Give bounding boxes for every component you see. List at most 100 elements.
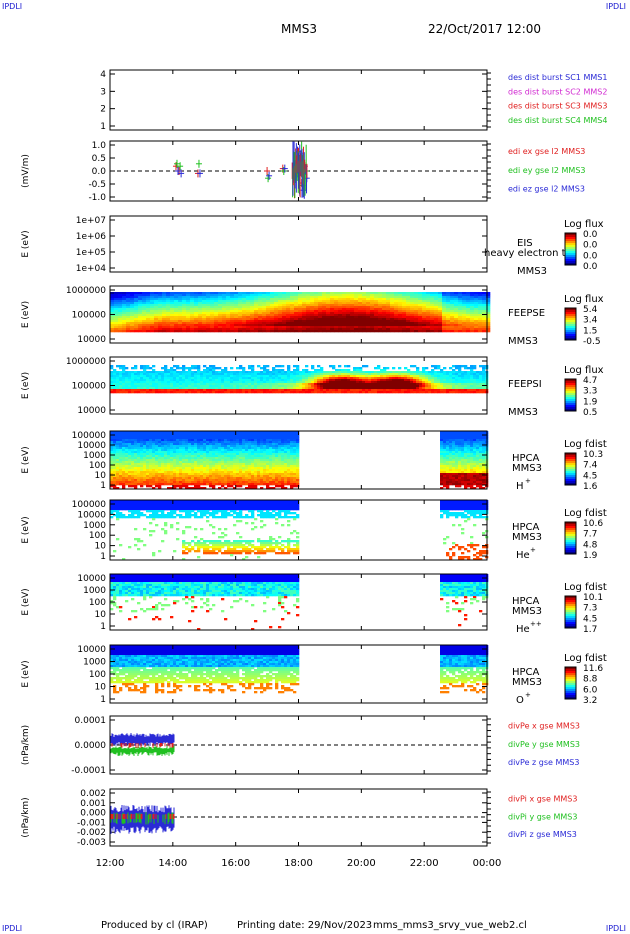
time-tick-label: 14:00 <box>158 858 187 869</box>
colorbar-cell-p5 <box>565 393 576 396</box>
colorbar-cell-p7 <box>565 530 576 533</box>
colorbar-cell-p5 <box>565 403 576 406</box>
colorbar-cell-p4 <box>565 316 576 319</box>
colorbar-cell-p3 <box>565 263 576 266</box>
feepse-spectrogram <box>110 292 491 333</box>
ytick-label-p11: 0.000 <box>80 809 106 819</box>
colorbar-cell-p9 <box>565 667 576 670</box>
colorbar-title-p8: Log fdist <box>564 582 607 593</box>
colorbar-cell-p3 <box>565 253 576 256</box>
colorbar-cell-p8 <box>565 604 576 607</box>
ytick-label-p9: 10000 <box>77 645 106 655</box>
colorbar-cell-p5 <box>565 409 576 412</box>
colorbar-value-p7: 7.7 <box>583 530 597 540</box>
colorbar-cell-p7 <box>565 534 576 537</box>
colorbar-cell-p7 <box>565 538 576 541</box>
ytick-label-p11: -0.002 <box>77 828 106 838</box>
colorbar-value-p4: 3.4 <box>583 316 598 326</box>
colorbar-cell-p7 <box>565 524 576 527</box>
colorbar-cell-p5 <box>565 399 576 402</box>
colorbar-cell-p3 <box>565 235 576 238</box>
colorbar-cell-p9 <box>565 695 576 698</box>
ytick-label-p6: 1000 <box>83 451 106 461</box>
colorbar-cell-p7 <box>565 540 576 543</box>
colorbar-cell-p3 <box>565 249 576 252</box>
instrument-sc-p9: MMS3 <box>512 677 542 688</box>
ytick-label-p2: -1.0 <box>88 193 106 203</box>
footer-script: mms_mms3_srvy_vue_web2.cl <box>373 920 527 931</box>
ylabel-p6: E (eV) <box>21 446 31 473</box>
legend-p2: edi ey gse l2 MMS3 <box>508 166 586 175</box>
hpca-o-spectrogram <box>110 645 489 694</box>
corner-label-bottom-left: IPDLI <box>2 924 23 933</box>
ytick-label-p7: 1000 <box>83 521 106 531</box>
time-tick-label: 20:00 <box>347 858 376 869</box>
colorbar-title-p3: Log flux <box>564 219 604 230</box>
colorbar-cell-p9 <box>565 683 576 686</box>
ytick-label-p7: 1 <box>100 552 106 562</box>
ylabel-p4: E (eV) <box>21 301 31 328</box>
corner-label-top-right: IPDLI <box>605 2 626 11</box>
colorbar-cell-p6 <box>565 471 576 474</box>
colorbar-cell-p3 <box>565 257 576 260</box>
legend-p10: divPe x gse MMS3 <box>508 722 580 731</box>
colorbar-value-p6: 10.3 <box>583 450 603 460</box>
colorbar-value-p9: 6.0 <box>583 685 598 695</box>
ytick-label-p3: 1e+05 <box>76 248 106 258</box>
ytick-label-p2: 1.0 <box>92 141 107 151</box>
colorbar-value-p5: 1.9 <box>583 397 598 407</box>
colorbar-value-p7: 10.6 <box>583 519 603 529</box>
colorbar-cell-p7 <box>565 532 576 535</box>
ytick-label-p10: 0.0001 <box>75 716 107 726</box>
ytick-label-p11: 0.001 <box>80 799 106 809</box>
species-p9: O <box>516 695 524 706</box>
ytick-label-p2: 0.0 <box>92 167 107 177</box>
ytick-label-p3: 1e+07 <box>76 216 106 226</box>
colorbar-cell-p8 <box>565 610 576 613</box>
ytick-label-p8: 1 <box>100 622 106 632</box>
ytick-label-p1: 2 <box>100 105 106 115</box>
ytick-label-p1: 1 <box>100 122 106 132</box>
legend-p10: divPe y gse MMS3 <box>508 740 580 749</box>
instrument-p8: HPCA <box>512 596 540 607</box>
ytick-label-p4: 100000 <box>72 311 107 321</box>
colorbar-cell-p8 <box>565 606 576 609</box>
legend-p11: divPi y gse MMS3 <box>508 812 577 821</box>
ytick-label-p11: -0.003 <box>77 838 106 848</box>
ytick-label-p1: 3 <box>100 87 106 97</box>
colorbar-value-p7: 1.9 <box>583 551 598 561</box>
ytick-label-p9: 10 <box>95 683 107 693</box>
colorbar-cell-p7 <box>565 544 576 547</box>
time-tick-label: 18:00 <box>284 858 313 869</box>
colorbar-cell-p4 <box>565 338 576 341</box>
instrument-p4: FEEPSE <box>508 308 545 319</box>
colorbar-cell-p7 <box>565 526 576 529</box>
colorbar-cell-p9 <box>565 693 576 696</box>
ytick-label-p1: 4 <box>100 70 106 80</box>
colorbar-value-p5: 0.5 <box>583 408 597 418</box>
ytick-label-p7: 10000 <box>77 510 106 520</box>
hpca-he2-spectrogram <box>110 574 489 631</box>
ytick-label-p10: -0.0001 <box>71 766 106 776</box>
colorbar-cell-p3 <box>565 259 576 262</box>
colorbar-cell-p8 <box>565 624 576 627</box>
ytick-label-p11: 0.002 <box>80 789 106 799</box>
colorbar-cell-p4 <box>565 336 576 339</box>
colorbar-value-p5: 4.7 <box>583 376 597 386</box>
species-charge-p6: + <box>525 477 531 485</box>
ytick-label-p5: 100000 <box>72 382 107 392</box>
colorbar-cell-p9 <box>565 679 576 682</box>
ytick-label-p4: 10000 <box>77 335 106 345</box>
colorbar-value-p4: 5.4 <box>583 305 598 315</box>
colorbar-cell-p8 <box>565 622 576 625</box>
colorbar-frame-p8 <box>564 595 577 629</box>
panel-frame-p1 <box>109 69 488 131</box>
colorbar-cell-p6 <box>565 453 576 456</box>
colorbar-value-p6: 4.5 <box>583 471 597 481</box>
colorbar-cell-p9 <box>565 675 576 678</box>
instrument-p3: EIS <box>517 238 533 249</box>
colorbar-value-p8: 10.1 <box>583 593 603 603</box>
colorbar-cell-p8 <box>565 616 576 619</box>
colorbar-cell-p9 <box>565 673 576 676</box>
colorbar-frame-p9 <box>564 666 577 700</box>
